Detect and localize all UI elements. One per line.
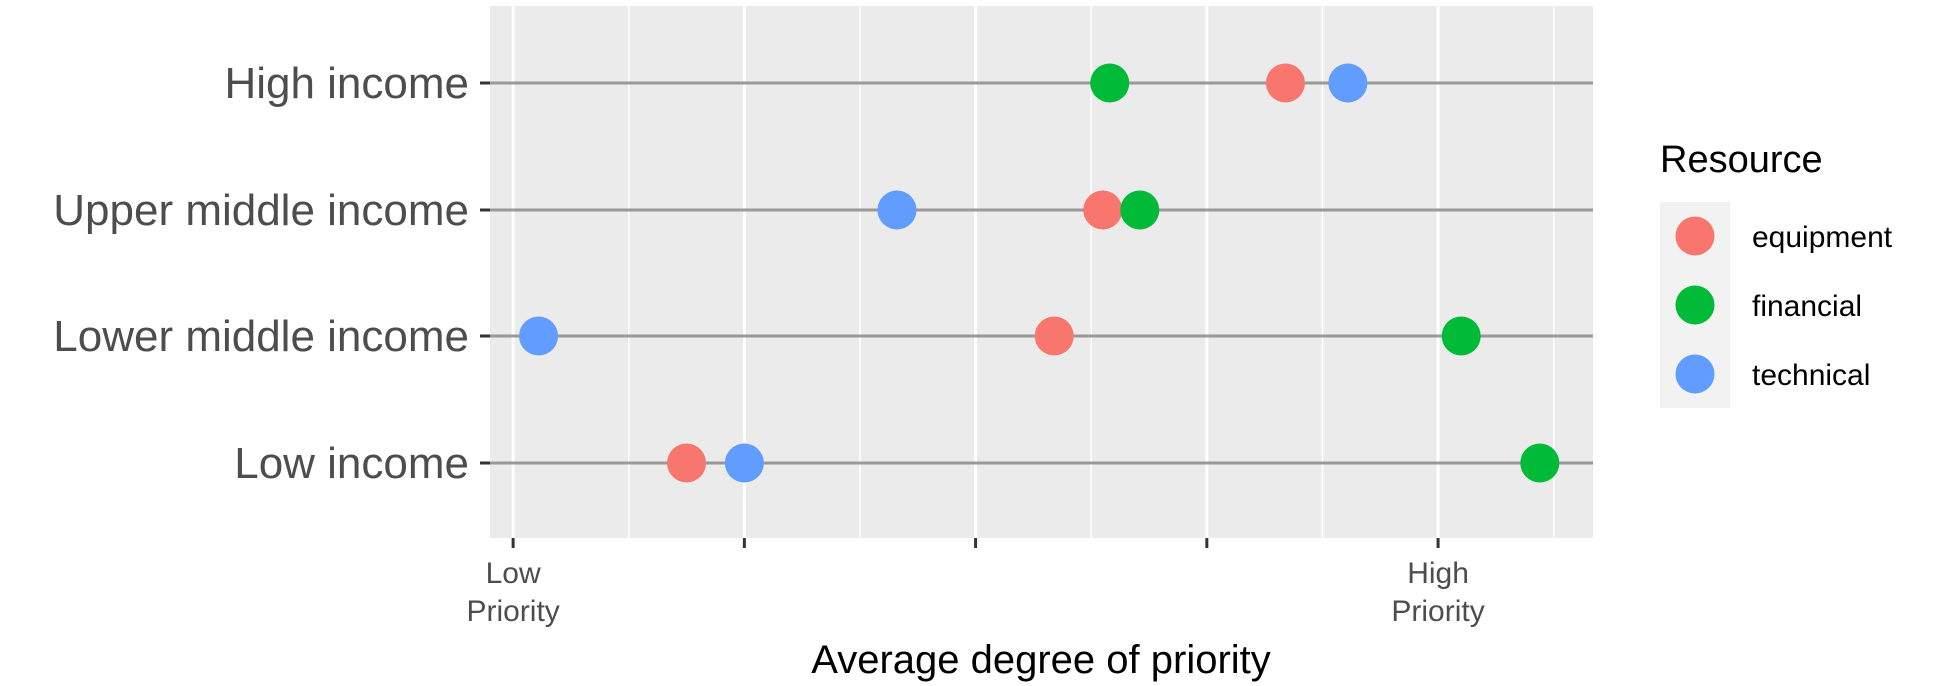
legend-label: financial [1752, 290, 1862, 323]
grid-lines [511, 6, 1555, 538]
data-points [519, 63, 1560, 483]
plot-panel [490, 6, 1593, 538]
y-axis: High income Upper middle income Lower midd… [53, 59, 490, 488]
data-point-equipment [1083, 190, 1123, 230]
data-point-equipment [1034, 316, 1074, 356]
legend-label: equipment [1752, 221, 1893, 254]
x-tick-label: High [1407, 557, 1469, 590]
data-point-financial [1441, 316, 1481, 356]
data-point-technical [1328, 63, 1368, 103]
x-tick-label: Priority [1391, 595, 1484, 628]
y-tick-label: Lower middle income [53, 312, 469, 361]
data-point-technical [519, 316, 559, 356]
legend-title: Resource [1660, 139, 1823, 181]
legend-key-equipment [1675, 216, 1715, 256]
data-point-equipment [667, 443, 707, 483]
data-point-financial [1120, 190, 1160, 230]
data-point-financial [1520, 443, 1560, 483]
data-point-technical [877, 190, 917, 230]
data-point-equipment [1265, 63, 1305, 103]
x-axis: Low Priority High Priority [466, 538, 1485, 628]
x-tick-label: Low [486, 557, 541, 590]
y-tick-label: High income [224, 59, 469, 108]
data-point-technical [724, 443, 764, 483]
data-point-financial [1090, 63, 1130, 103]
x-tick-label: Priority [466, 595, 559, 628]
legend-key-technical [1675, 354, 1715, 394]
legend-label: technical [1752, 359, 1870, 392]
legend: Resource equipment financial technical [1660, 139, 1893, 408]
x-axis-title: Average degree of priority [811, 638, 1271, 682]
legend-key-financial [1675, 285, 1715, 325]
y-tick-label: Upper middle income [53, 186, 469, 235]
y-tick-label: Low income [234, 439, 469, 488]
